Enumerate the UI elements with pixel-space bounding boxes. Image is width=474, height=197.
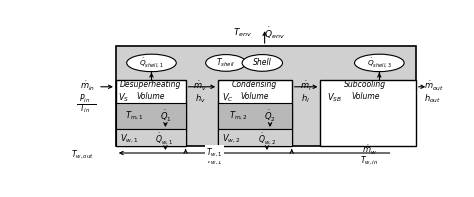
Text: $h_{out}$: $h_{out}$	[423, 93, 441, 105]
Text: $T_{w,out}$: $T_{w,out}$	[71, 148, 94, 161]
Text: $\dot{Q}_{env}$: $\dot{Q}_{env}$	[264, 25, 285, 41]
Ellipse shape	[242, 55, 283, 71]
Text: $T_{w,1}$: $T_{w,1}$	[206, 147, 223, 159]
Text: $V_S$: $V_S$	[118, 91, 129, 104]
Text: $T_{shell}$: $T_{shell}$	[216, 57, 236, 69]
Bar	[218, 103, 292, 129]
Bar	[116, 46, 416, 146]
Text: $T_{m,1}$: $T_{m,1}$	[125, 110, 144, 122]
Text: $\dot{Q}_1$: $\dot{Q}_1$	[160, 108, 171, 124]
Text: Condensing
Volume: Condensing Volume	[232, 80, 277, 101]
Text: $T_{in}$: $T_{in}$	[79, 102, 91, 115]
Text: $T_{m,2}$: $T_{m,2}$	[229, 110, 248, 122]
Text: $\dot{Q}_{w,2}$: $\dot{Q}_{w,2}$	[258, 132, 276, 147]
Text: $\dot{m}_v$: $\dot{m}_v$	[193, 80, 207, 94]
Text: $\dot{m}_{in}$: $\dot{m}_{in}$	[80, 80, 96, 94]
Ellipse shape	[127, 54, 176, 72]
Text: $\dot{Q}_{w,1}$: $\dot{Q}_{w,1}$	[155, 132, 173, 147]
Bar	[116, 129, 186, 146]
Text: Subcooling
Volume: Subcooling Volume	[344, 80, 386, 101]
Text: Desuperheating
Volume: Desuperheating Volume	[120, 80, 182, 101]
Bar	[218, 129, 292, 146]
Text: $T_{w,in}$: $T_{w,in}$	[360, 155, 378, 167]
Ellipse shape	[206, 55, 246, 71]
Bar	[218, 80, 292, 146]
Text: $h_l$: $h_l$	[301, 92, 310, 105]
Text: $\dot{Q}_2$: $\dot{Q}_2$	[264, 108, 276, 124]
Text: $\dot{m}_{out}$: $\dot{m}_{out}$	[423, 80, 444, 94]
Text: $\dot{m}_w$: $\dot{m}_w$	[362, 144, 377, 157]
Text: $h_v$: $h_v$	[195, 92, 206, 105]
Text: $T_{w,1}$: $T_{w,1}$	[206, 155, 223, 167]
Text: $\dot{m}_l$: $\dot{m}_l$	[300, 80, 311, 94]
Text: $V_{w,2}$: $V_{w,2}$	[222, 133, 241, 145]
Text: $P_{in}$: $P_{in}$	[79, 93, 91, 105]
Bar	[320, 80, 416, 146]
Text: $V_C$: $V_C$	[221, 91, 233, 104]
Bar	[116, 103, 186, 129]
Bar	[116, 80, 186, 146]
Text: Shell: Shell	[253, 58, 272, 67]
Text: $\dot{Q}_{shell,1}$: $\dot{Q}_{shell,1}$	[139, 57, 164, 69]
Text: $V_{SB}$: $V_{SB}$	[327, 91, 342, 104]
Text: $T_{env}$: $T_{env}$	[233, 27, 253, 39]
Ellipse shape	[355, 54, 404, 72]
Text: $\dot{Q}_{shell,3}$: $\dot{Q}_{shell,3}$	[367, 57, 392, 69]
Text: $V_{w,1}$: $V_{w,1}$	[119, 133, 138, 145]
